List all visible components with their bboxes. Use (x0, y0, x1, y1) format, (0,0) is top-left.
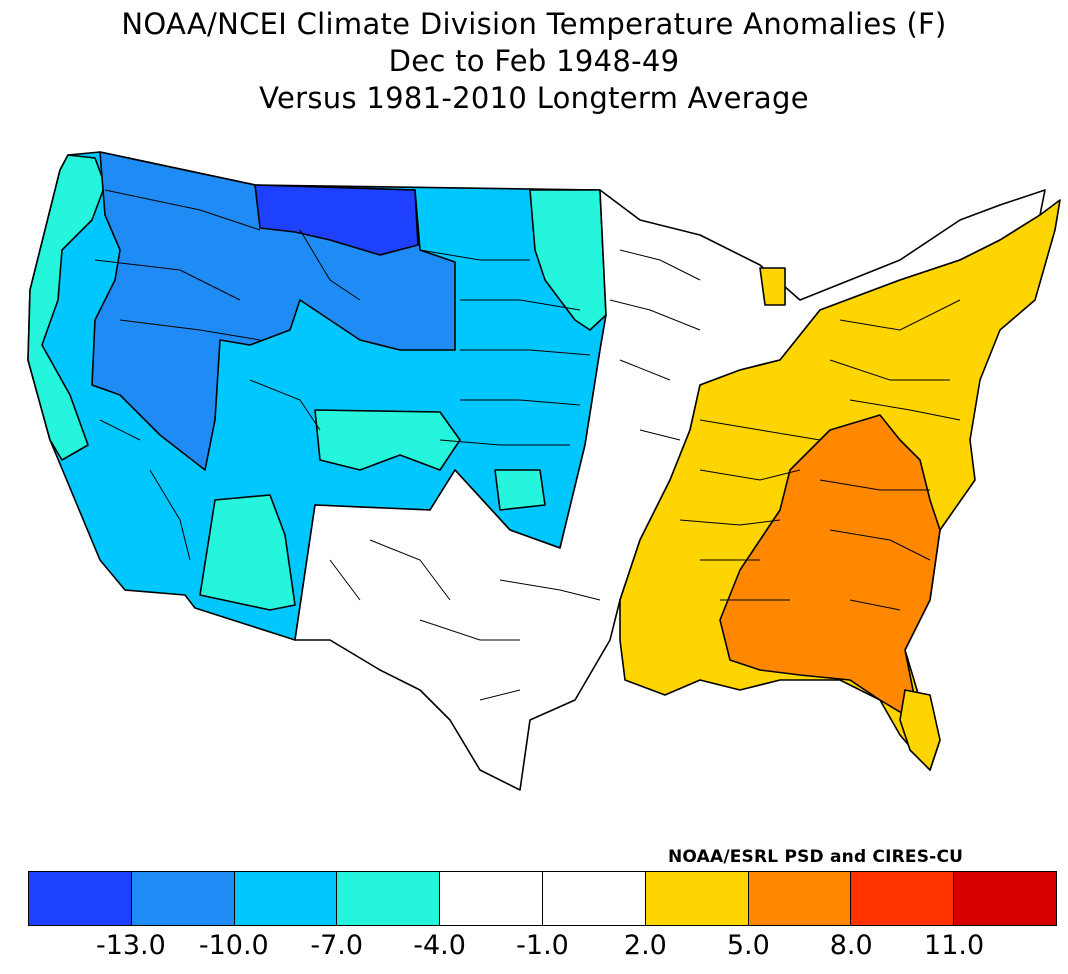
colorbar-bin-3 (337, 872, 441, 925)
colorbar-bin-4 (440, 872, 543, 925)
region-deep-blue-north (254, 184, 419, 256)
colorbar-bin-9 (954, 872, 1056, 925)
colorbar-bin-6 (645, 872, 749, 925)
colorbar-tick-label: 8.0 (829, 930, 873, 961)
region-pacific-coast (27, 154, 106, 461)
title-line-1: NOAA/NCEI Climate Division Temperature A… (121, 7, 947, 41)
colorbar-tick-label: -4.0 (413, 930, 466, 961)
colorbar-legend (28, 871, 1057, 926)
map-title: NOAA/NCEI Climate Division Temperature A… (0, 6, 1068, 117)
colorbar-tick-label: 5.0 (726, 930, 770, 961)
credit-label: NOAA/ESRL PSD and CIRES-CU (668, 847, 964, 867)
colorbar-bin-5 (542, 872, 646, 925)
colorbar-bin-1 (131, 872, 235, 925)
colorbar-tick-label: -10.0 (198, 930, 269, 961)
colorbar-bin-0 (29, 872, 132, 925)
colorbar-tick-label: 11.0 (924, 930, 985, 961)
region-florida-tip (899, 689, 941, 771)
colorbar-bin-2 (234, 872, 338, 925)
colorbar-tick-label: -13.0 (95, 930, 166, 961)
colorbar-tick-label: 2.0 (623, 930, 667, 961)
region-michigan-yellow (759, 267, 786, 306)
climate-division-lines (94, 189, 961, 701)
title-line-2: Dec to Feb 1948-49 (388, 44, 680, 78)
colorbar-ticks: -13.0 -10.0 -7.0 -4.0 -1.0 2.0 5.0 8.0 1… (0, 930, 1068, 970)
colorbar-tick-label: -7.0 (310, 930, 364, 961)
title-line-3: Versus 1981-2010 Longterm Average (259, 81, 809, 115)
us-climate-division-map (27, 151, 1061, 791)
region-southwest-teal (199, 409, 461, 611)
colorbar-bin-7 (748, 872, 852, 925)
colorbar-tick-label: -1.0 (516, 930, 569, 961)
colorbar-bin-8 (851, 872, 955, 925)
